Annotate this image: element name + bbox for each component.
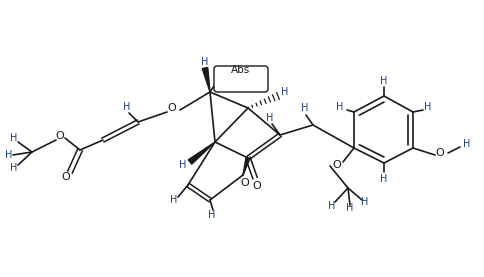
Text: H: H xyxy=(123,102,130,112)
Text: H: H xyxy=(424,102,431,112)
Text: H: H xyxy=(328,201,335,211)
Polygon shape xyxy=(188,142,214,164)
Text: H: H xyxy=(335,102,343,112)
Text: H: H xyxy=(208,210,215,220)
Text: H: H xyxy=(361,197,368,207)
Text: H: H xyxy=(10,163,17,173)
Text: H: H xyxy=(10,133,17,143)
Text: O: O xyxy=(240,178,249,188)
Text: H: H xyxy=(346,203,353,213)
Text: H: H xyxy=(379,174,387,184)
FancyBboxPatch shape xyxy=(213,66,268,92)
Text: H: H xyxy=(170,195,177,205)
Text: O: O xyxy=(332,160,341,170)
Text: O: O xyxy=(61,172,70,182)
Text: O: O xyxy=(435,148,443,158)
Text: O: O xyxy=(167,103,176,113)
Text: Abs: Abs xyxy=(231,65,250,75)
Text: O: O xyxy=(252,181,261,191)
Text: H: H xyxy=(201,57,208,67)
Text: H: H xyxy=(281,87,288,97)
Text: H: H xyxy=(301,103,308,113)
Text: H: H xyxy=(266,113,273,123)
Text: H: H xyxy=(179,160,186,170)
Polygon shape xyxy=(202,67,210,92)
Text: H: H xyxy=(379,76,387,86)
Text: O: O xyxy=(56,131,64,141)
Text: H: H xyxy=(462,139,469,149)
Text: H: H xyxy=(5,150,13,160)
Polygon shape xyxy=(242,157,249,175)
